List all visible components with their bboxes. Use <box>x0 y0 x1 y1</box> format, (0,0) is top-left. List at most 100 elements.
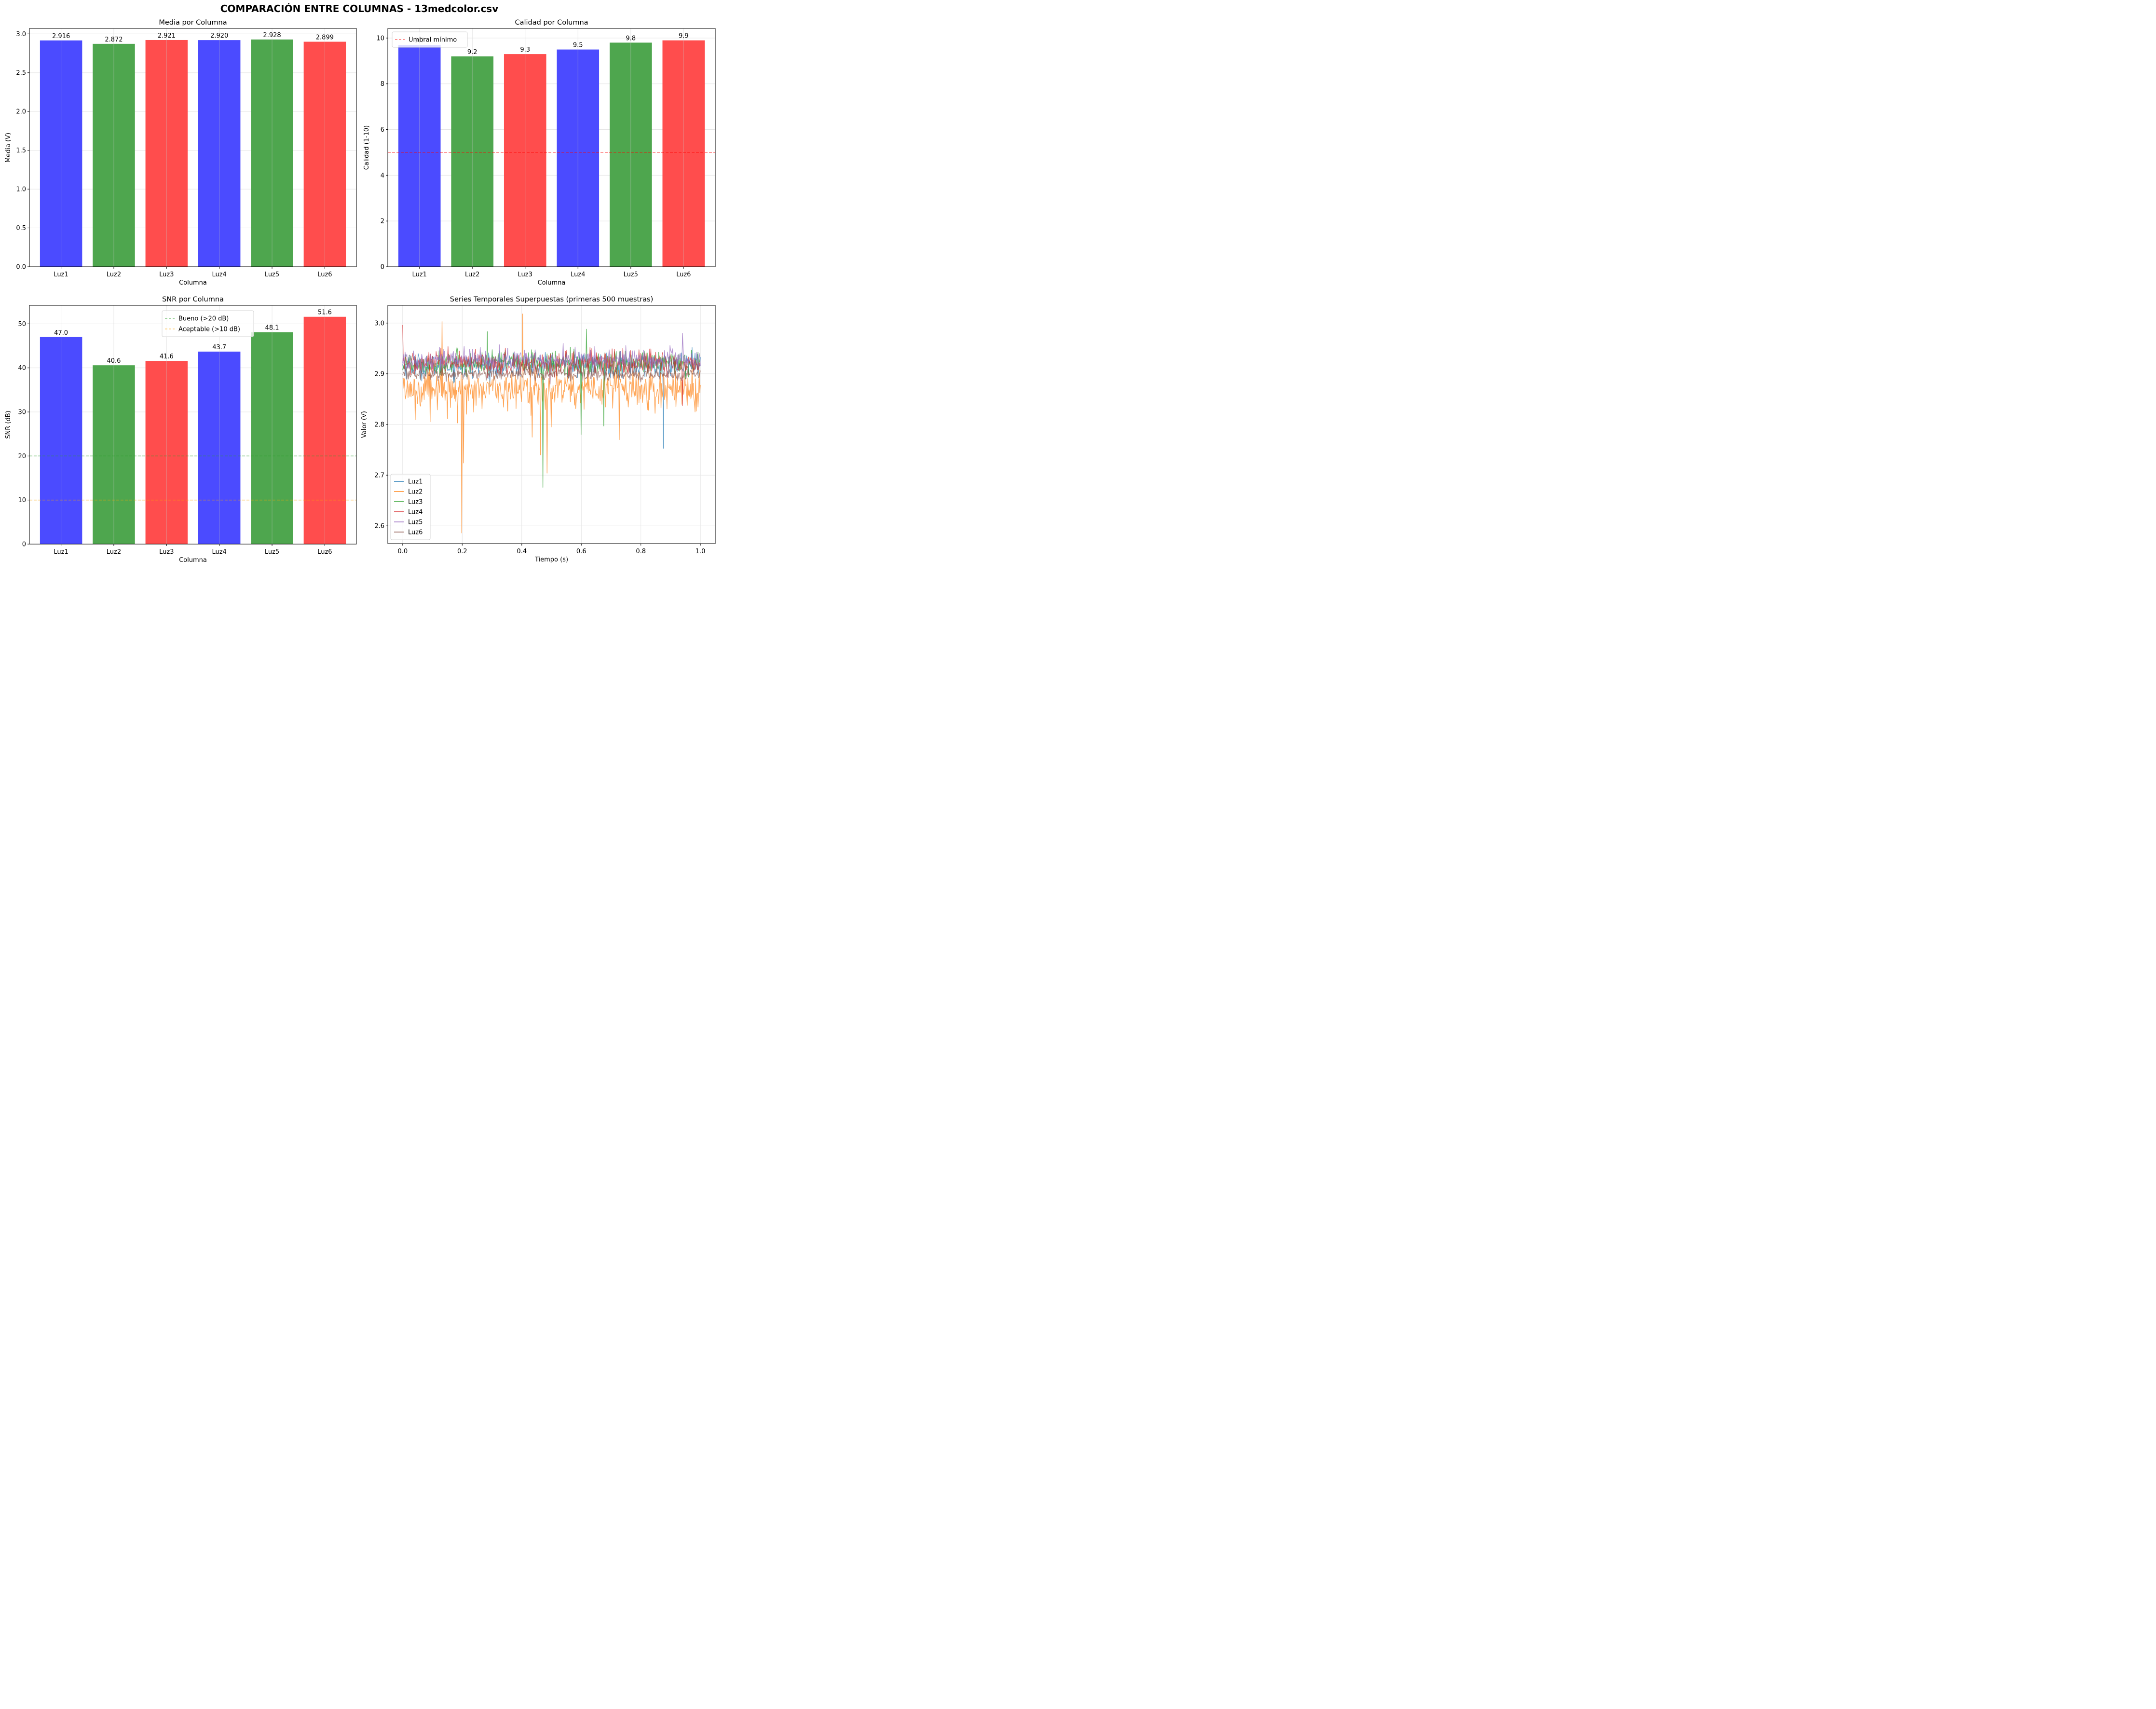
figure-suptitle: COMPARACIÓN ENTRE COLUMNAS - 13medcolor.… <box>220 3 499 14</box>
legend-label: Luz5 <box>408 519 423 526</box>
xtick-label: Luz2 <box>107 548 121 556</box>
ytick-label: 10 <box>376 35 384 42</box>
xtick-label: Luz4 <box>212 548 226 556</box>
legend-box <box>162 310 254 337</box>
y-axis-label: Media (V) <box>5 133 12 163</box>
chart-title: Media por Columna <box>159 19 227 27</box>
y-axis-label: Valor (V) <box>361 411 368 438</box>
ytick-label: 0 <box>381 264 384 271</box>
xtick-label: Luz6 <box>676 271 691 278</box>
xtick-label: Luz1 <box>54 271 68 278</box>
bar-value-label: 9.3 <box>520 46 530 54</box>
ytick-label: 30 <box>18 409 26 416</box>
bar-value-label: 2.921 <box>158 32 176 40</box>
xtick-label: 0.6 <box>576 548 587 555</box>
ytick-label: 2 <box>381 218 384 225</box>
bar-luz1[interactable] <box>398 45 441 267</box>
legend-label: Luz6 <box>408 529 423 536</box>
ytick-label: 1.5 <box>16 147 26 154</box>
xtick-label: Luz5 <box>624 271 638 278</box>
xtick-label: Luz6 <box>317 271 332 278</box>
bar-luz6[interactable] <box>303 41 346 267</box>
legend-label: Luz3 <box>408 499 423 506</box>
legend-label: Bueno (>20 dB) <box>178 315 229 323</box>
xtick-label: Luz5 <box>265 271 279 278</box>
series-line-luz2[interactable] <box>402 314 701 533</box>
ytick-label: 2.7 <box>374 472 384 479</box>
series-line-luz6[interactable] <box>402 363 701 383</box>
xtick-label: 1.0 <box>696 548 706 555</box>
bar-luz4[interactable] <box>557 49 600 267</box>
chart-calidad: 9.79.29.39.59.89.90246810Luz1Luz2Luz3Luz… <box>363 19 716 287</box>
xtick-label: Luz4 <box>571 271 585 278</box>
ytick-label: 0.0 <box>16 264 26 271</box>
bar-value-label: 9.5 <box>573 42 583 49</box>
bar-value-label: 48.1 <box>265 325 279 332</box>
xtick-label: 0.2 <box>457 548 467 555</box>
legend-label: Luz4 <box>408 509 423 516</box>
chart-snr: 47.0 40.6 41.6 43.7 48.1 51.6 0 10 20 30 40 50 Luz1 L… <box>5 296 357 564</box>
bar-value-label: 41.6 <box>160 353 174 360</box>
chart-title: SNR por Columna <box>162 296 224 303</box>
chart-series: 2.6 2.7 2.8 2.9 3.0 0.0 0.2 0.4 0.6 0.8 1.0 Series … <box>361 296 716 563</box>
bar-value-label: 43.7 <box>212 344 226 351</box>
bar-luz5[interactable] <box>609 42 652 267</box>
ytick-label: 8 <box>381 81 384 88</box>
bar-luz2[interactable] <box>451 56 494 267</box>
y-axis-label: Calidad (1-10) <box>363 125 370 170</box>
ytick-label: 40 <box>18 365 26 372</box>
ytick-label: 2.6 <box>374 523 384 530</box>
axes-frame <box>29 28 357 267</box>
legend-label: Luz2 <box>408 489 423 496</box>
bar-value-label: 9.2 <box>467 49 478 56</box>
bar-value-label: 9.8 <box>626 35 636 42</box>
legend: Bueno (>20 dB) Aceptable (>10 dB) <box>162 310 254 337</box>
bar-value-label: 9.9 <box>679 33 689 40</box>
bar-luz1[interactable] <box>40 40 82 267</box>
ytick-label: 0 <box>22 541 26 548</box>
x-axis-label: Columna <box>179 279 207 287</box>
ytick-label: 2.5 <box>16 69 26 77</box>
bar-value-label: 2.920 <box>210 32 228 40</box>
chart-title: Calidad por Columna <box>515 19 588 27</box>
ytick-label: 4 <box>381 172 384 179</box>
ytick-label: 0.5 <box>16 225 26 232</box>
series-lines <box>402 314 701 533</box>
bar-luz2[interactable] <box>93 43 135 267</box>
bar-value-label: 2.916 <box>52 33 70 40</box>
bar-luz6[interactable] <box>662 40 705 267</box>
xtick-label: Luz3 <box>159 271 174 278</box>
legend: Umbral mínimo <box>392 31 468 48</box>
bar-luz3[interactable] <box>145 40 188 267</box>
ytick-label: 3.0 <box>16 31 26 38</box>
ytick-label: 3.0 <box>374 320 384 327</box>
bar-luz3[interactable] <box>504 54 546 267</box>
series-line-luz5[interactable] <box>402 333 701 375</box>
bar-luz5[interactable] <box>251 39 293 267</box>
xtick-label: Luz4 <box>212 271 226 278</box>
legend-box <box>390 474 431 540</box>
xtick-label: Luz3 <box>159 548 174 556</box>
bar-luz6[interactable] <box>303 316 346 544</box>
bar-luz1[interactable] <box>40 337 82 544</box>
legend-label: Umbral mínimo <box>409 37 457 44</box>
ytick-label: 6 <box>381 126 384 134</box>
series-line-luz4[interactable] <box>402 325 701 406</box>
x-axis-label: Columna <box>179 557 207 564</box>
ytick-label: 2.8 <box>374 422 384 429</box>
bar-luz4[interactable] <box>198 351 241 544</box>
xtick-label: 0.4 <box>517 548 527 555</box>
axes-frame <box>387 28 716 267</box>
x-axis-label: Tiempo (s) <box>534 556 568 563</box>
bar-luz4[interactable] <box>198 40 241 267</box>
y-axis-label: SNR (dB) <box>5 410 12 438</box>
bar-value-label: 2.899 <box>316 34 334 41</box>
ytick-label: 20 <box>18 453 26 460</box>
chart-title: Series Temporales Superpuestas (primeras… <box>450 296 653 303</box>
xtick-label: Luz1 <box>412 271 427 278</box>
ytick-label: 10 <box>18 497 26 504</box>
bar-luz3[interactable] <box>145 361 188 544</box>
bar-luz5[interactable] <box>251 332 293 544</box>
bar-luz2[interactable] <box>93 365 135 544</box>
